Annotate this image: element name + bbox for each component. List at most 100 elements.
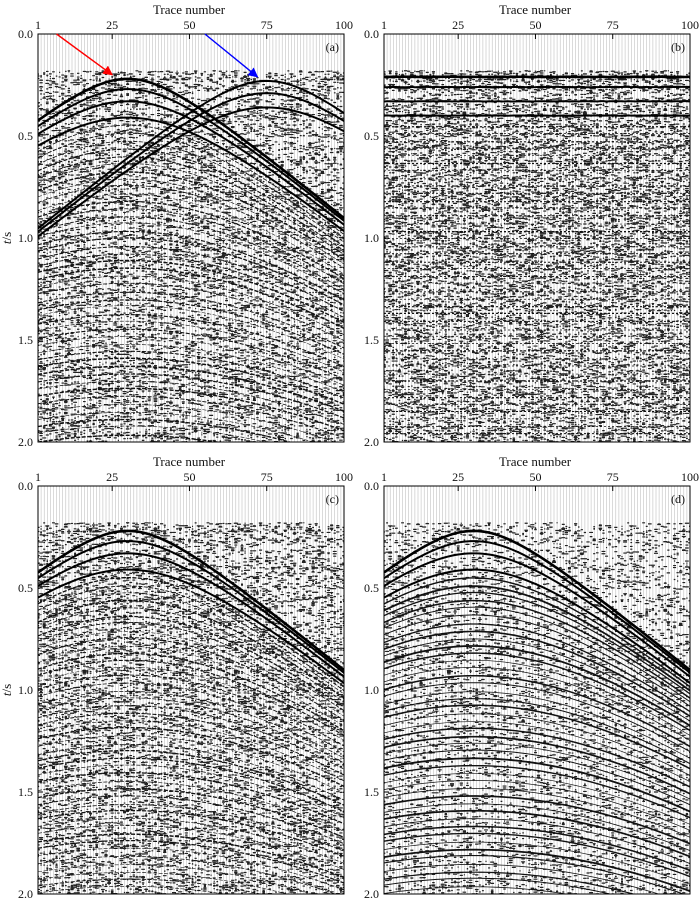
reflector-band (38, 253, 344, 318)
reflector-band (38, 599, 344, 699)
reflector-band (38, 328, 344, 380)
reflector-band (384, 735, 690, 795)
reflector-band (38, 216, 344, 290)
reflector-band (38, 772, 344, 825)
reflector-band (38, 743, 344, 801)
noise-fragments (384, 522, 690, 894)
reflector-band (384, 788, 690, 838)
reflector-band (384, 877, 612, 894)
x-tick-label: 75 (607, 18, 619, 32)
reflector-band (38, 230, 344, 301)
y-tick-label: 0.5 (364, 581, 379, 595)
x-tick-label: 100 (335, 470, 353, 484)
reflector-band (384, 674, 690, 748)
x-tick-label: 50 (183, 18, 195, 32)
traces-layer (384, 486, 690, 894)
x-tick-label: 1 (381, 470, 387, 484)
reflector-band (38, 705, 344, 770)
event-hyperbola (384, 529, 690, 672)
event-hyperbola (38, 88, 344, 222)
reflector-band (38, 682, 344, 753)
reflector-band (38, 607, 344, 703)
reflector-band (38, 132, 344, 239)
reflector-band (38, 434, 222, 442)
reflector-band (38, 585, 344, 691)
reflector-band (38, 781, 344, 832)
y-axis-title: t/s (0, 232, 14, 244)
event-hyperbola (38, 529, 344, 672)
x-tick-label: 50 (529, 470, 541, 484)
reflector-band (384, 630, 690, 717)
reflector-band (384, 585, 690, 692)
traces-layer (38, 34, 344, 442)
panel-b: 1 25 50 75 100 Trace number 0.0 0.5 1.0 1.5 2.0 (b) (364, 2, 699, 449)
reflector-band (38, 320, 344, 373)
reflector-band (38, 788, 344, 839)
reflector-band (38, 208, 344, 285)
reflector-band (384, 727, 690, 788)
reflector-band (38, 697, 344, 764)
reflector-band (384, 855, 685, 894)
reflector-band (384, 713, 690, 776)
reflector-band (38, 735, 344, 794)
event-hyperbola (38, 552, 344, 678)
reflector-band (384, 638, 690, 722)
reflector-band (384, 577, 690, 688)
reflector-band (38, 350, 344, 399)
reflector-band (384, 704, 690, 770)
reflector-band (384, 809, 690, 858)
reflector-band (38, 267, 344, 330)
x-tick-label: 25 (106, 470, 118, 484)
reflector-band (384, 886, 569, 894)
y-tick-label: 1.0 (18, 683, 33, 697)
x-axis-title: Trace number (153, 454, 226, 469)
reflector-band (38, 712, 344, 776)
y-tick-label: 1.5 (18, 333, 33, 347)
reflector-band (38, 825, 344, 870)
event-hyperbola (38, 92, 344, 233)
traces-layer (384, 34, 690, 442)
reflector-band (38, 749, 344, 806)
reflector-band (384, 721, 690, 782)
reflector-band (384, 803, 690, 851)
x-tick-label: 75 (261, 18, 273, 32)
reflector-band (384, 848, 690, 892)
reflector-band (38, 357, 344, 405)
reflector-band (38, 847, 344, 891)
reflector-band (38, 621, 344, 712)
event-hyperbola (384, 552, 690, 678)
y-tick-label: 2.0 (18, 435, 33, 449)
reflector-band (38, 365, 344, 412)
reflector-band (38, 380, 344, 425)
reflector-band (384, 659, 690, 736)
reflector-band (38, 637, 344, 721)
y-tick-label: 0.5 (18, 581, 33, 595)
x-axis-title: Trace number (153, 2, 226, 17)
x-tick-label: 50 (529, 18, 541, 32)
x-tick-label: 50 (183, 470, 195, 484)
event-hyperbola (38, 540, 344, 674)
reflector-band (38, 804, 344, 852)
reflector-band (384, 682, 690, 753)
panel-label: (d) (671, 492, 685, 506)
reflector-band (38, 404, 336, 442)
y-tick-label: 1.5 (364, 333, 379, 347)
reflector-band (38, 124, 344, 235)
y-tick-label: 2.0 (18, 887, 33, 901)
reflector-band (38, 200, 344, 280)
reflector-band (384, 645, 690, 727)
reflector-band (384, 614, 690, 707)
reflector-band (38, 275, 344, 336)
reflector-band (38, 757, 344, 813)
x-tick-label: 75 (261, 470, 273, 484)
reflector-band (38, 163, 344, 255)
x-tick-label: 1 (381, 18, 387, 32)
y-tick-label: 0.0 (18, 479, 33, 493)
reflector-band (38, 237, 344, 306)
reflector-band (38, 631, 344, 717)
x-tick-label: 100 (681, 470, 699, 484)
y-tick-label: 2.0 (364, 435, 379, 449)
reflector-band (384, 818, 690, 864)
reflector-band (38, 418, 293, 442)
reflector-band (38, 809, 344, 857)
